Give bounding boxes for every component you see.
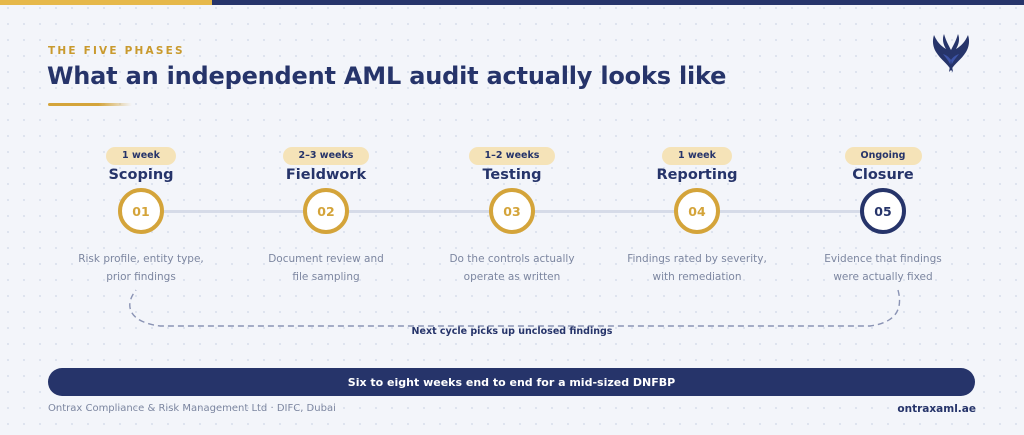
phase-description-line: file sampling (292, 271, 360, 283)
duration-badge: 1 week (662, 147, 732, 165)
phase-description: Evidence that findings were actually fix… (803, 250, 963, 286)
phase-number-circle: 04 (674, 188, 720, 234)
phase-name: Closure (852, 167, 914, 183)
duration-badge: 1 week (106, 147, 176, 165)
phase-name: Reporting (656, 167, 738, 183)
section-eyebrow: THE FIVE PHASES (48, 45, 185, 57)
phase-number-circle: 02 (303, 188, 349, 234)
phase-description-line: Document review and (268, 253, 384, 265)
phase-number-circle: 05 (860, 188, 906, 234)
phase-description-line: operate as written (463, 271, 561, 283)
phase-description: Risk profile, entity type, prior finding… (61, 250, 221, 286)
phase-description-line: Risk profile, entity type, (78, 253, 204, 265)
phase-header-testing: 1–2 weeks Testing (432, 143, 592, 184)
phase-number-circle: 03 (489, 188, 535, 234)
phase-name: Scoping (108, 167, 174, 183)
page-title: What an independent AML audit actually l… (47, 62, 727, 90)
phase-description-line: Evidence that findings (824, 253, 942, 265)
phase-description: Do the controls actually operate as writ… (432, 250, 592, 286)
summary-bar: Six to eight weeks end to end for a mid-… (48, 368, 975, 396)
summary-text: Six to eight weeks end to end for a mid-… (347, 375, 676, 389)
top-accent-bar-gold (0, 0, 212, 5)
phase-header-scoping: 1 week Scoping (61, 143, 221, 184)
footer-website-link[interactable]: ontraxaml.ae (897, 403, 976, 415)
duration-badge: Ongoing (844, 147, 922, 165)
phase-name: Testing (482, 167, 542, 183)
phoenix-wings-logo-icon (932, 34, 970, 72)
phase-description-line: prior findings (106, 271, 176, 283)
title-underline (48, 103, 132, 106)
phase-description: Document review and file sampling (246, 250, 406, 286)
phase-name: Fieldwork (285, 167, 367, 183)
phase-header-closure: Ongoing Closure (803, 143, 963, 184)
phase-header-fieldwork: 2–3 weeks Fieldwork (246, 143, 406, 184)
phase-description-line: with remediation (652, 271, 742, 283)
top-accent-bar-navy (212, 0, 1024, 5)
phase-description-line: were actually fixed (833, 271, 933, 283)
phase-number-circle: 01 (118, 188, 164, 234)
phase-description-line: Findings rated by severity, (627, 253, 767, 265)
phase-description: Findings rated by severity, with remedia… (617, 250, 777, 286)
phase-description-line: Do the controls actually (449, 253, 575, 265)
duration-badge: 2–3 weeks (282, 147, 370, 165)
loop-label: Next cycle picks up unclosed findings (411, 326, 613, 337)
footer-company: Ontrax Compliance & Risk Management Ltd … (48, 403, 336, 414)
phase-header-reporting: 1 week Reporting (617, 143, 777, 184)
duration-badge: 1–2 weeks (468, 147, 556, 165)
